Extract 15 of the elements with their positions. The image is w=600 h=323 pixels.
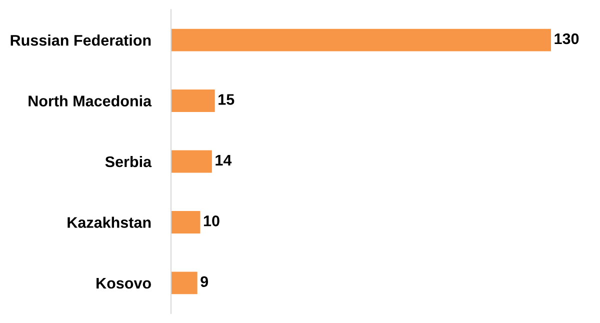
y-tick-label: Serbia — [105, 156, 152, 168]
bar — [171, 210, 200, 234]
bar — [171, 272, 198, 294]
y-tick-label: Kazakhstan — [68, 216, 151, 228]
bar — [171, 150, 212, 173]
data-label: 10 — [204, 216, 220, 226]
data-label: 9 — [200, 276, 208, 288]
y-tick-label: Russian Federation — [10, 34, 151, 46]
y-tick-label: Kosovo — [96, 278, 151, 289]
y-tick-label: North Macedonia — [28, 95, 152, 106]
data-label: 130 — [554, 33, 579, 44]
bar — [171, 28, 551, 52]
data-label: 14 — [216, 154, 232, 166]
data-label: 15 — [218, 94, 234, 105]
bar — [171, 90, 215, 112]
